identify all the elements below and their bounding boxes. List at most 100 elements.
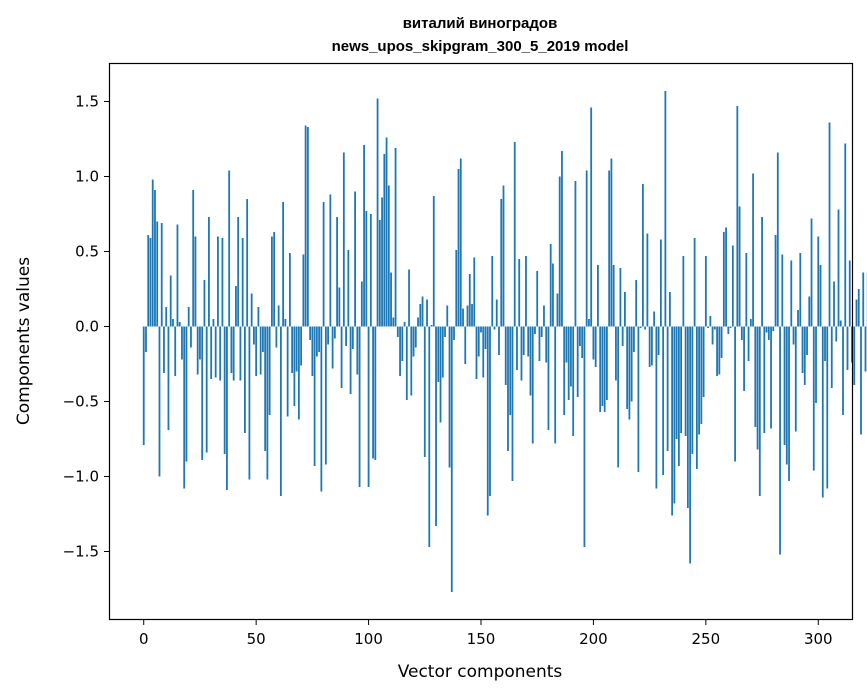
bar [142, 326, 145, 445]
bar [185, 326, 188, 462]
bar [230, 326, 233, 373]
bar [378, 220, 381, 327]
bar [513, 142, 516, 327]
bar [221, 238, 224, 327]
bar [792, 326, 795, 345]
bar [466, 305, 469, 327]
bar [653, 311, 656, 327]
bar [812, 326, 815, 471]
bar [473, 257, 476, 327]
y-tick-label: 0.5 [75, 243, 99, 261]
bar [250, 293, 253, 327]
bar [641, 184, 644, 327]
bar [628, 326, 631, 420]
bar [320, 326, 323, 492]
bar [648, 326, 651, 367]
bar [232, 326, 235, 381]
bar [412, 326, 415, 357]
bar [167, 326, 170, 430]
bar [205, 326, 208, 453]
bar [504, 326, 507, 385]
bar [808, 296, 811, 327]
bar [727, 326, 730, 334]
bar [471, 304, 473, 327]
bar [543, 305, 545, 327]
bar [165, 307, 168, 327]
bar [349, 326, 352, 394]
bar [385, 137, 388, 327]
bar [502, 185, 505, 327]
bar [594, 326, 597, 367]
bar [617, 326, 620, 468]
bar [745, 253, 748, 327]
bar [756, 326, 759, 450]
bar [347, 250, 350, 327]
bar [482, 326, 485, 378]
bar [257, 307, 260, 327]
bar [304, 125, 307, 327]
bar [821, 326, 824, 498]
x-tick-label: 100 [354, 630, 383, 648]
bar [830, 326, 833, 388]
y-axis-label: Components values [14, 257, 34, 425]
bar [615, 326, 617, 381]
bar [540, 326, 543, 337]
bar [163, 326, 165, 373]
bar [495, 299, 498, 327]
bar [749, 319, 752, 327]
bar [677, 326, 680, 466]
bar [695, 326, 698, 469]
bar [324, 326, 327, 465]
bar [702, 326, 705, 397]
bar [203, 280, 206, 327]
bar [338, 287, 341, 327]
bar [666, 326, 669, 451]
bar [462, 308, 464, 327]
bar [181, 326, 183, 360]
bar [637, 326, 640, 472]
bar [583, 326, 586, 547]
bar [286, 326, 289, 417]
bar [392, 317, 395, 327]
bar [459, 158, 462, 327]
bar [561, 151, 563, 327]
bar [754, 326, 757, 427]
y-tick-label: 1.5 [75, 93, 99, 111]
bar [599, 326, 602, 412]
bar [693, 238, 696, 327]
bar [500, 199, 503, 327]
bar [217, 236, 219, 327]
bar [689, 326, 692, 564]
bar [147, 235, 150, 327]
y-tick-label: −1.5 [63, 543, 99, 561]
bar [835, 326, 838, 342]
bar [707, 326, 709, 328]
bar [743, 326, 745, 391]
bar [597, 265, 599, 327]
bar [833, 281, 835, 327]
bar [857, 289, 860, 327]
bar [448, 326, 451, 468]
bar [824, 326, 826, 361]
bar [212, 319, 215, 327]
bar [776, 152, 779, 327]
bar [671, 326, 674, 516]
bar [372, 326, 374, 459]
bar [253, 326, 255, 345]
bar [262, 326, 264, 352]
bar [563, 326, 566, 415]
bar [228, 170, 231, 327]
x-tick-label: 200 [579, 630, 608, 648]
bar [534, 326, 536, 334]
bar [799, 253, 802, 327]
bar [844, 143, 847, 327]
bar [590, 107, 593, 327]
bar [803, 326, 806, 385]
bar [740, 326, 743, 340]
bar [549, 244, 552, 327]
bar [770, 326, 772, 429]
bar [315, 326, 318, 357]
bar [156, 221, 159, 327]
bar [509, 326, 512, 415]
bar [691, 326, 694, 454]
